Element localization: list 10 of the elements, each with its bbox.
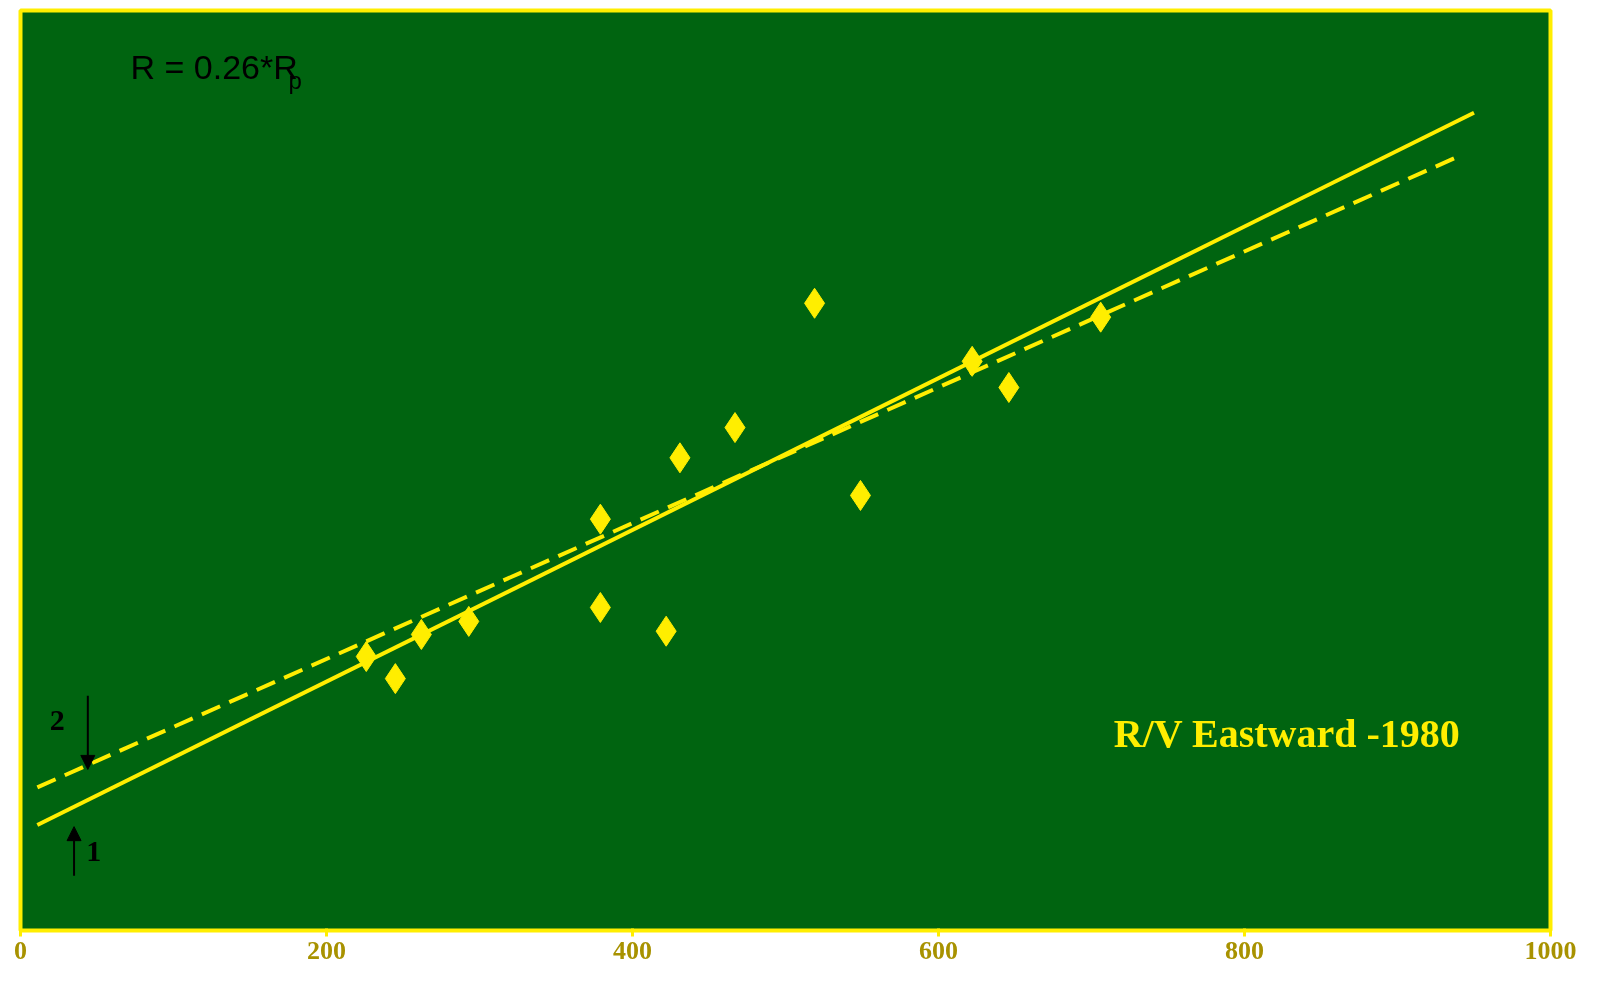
x-tick-label: 400	[613, 935, 652, 965]
x-tick-label: 800	[1225, 935, 1264, 965]
annotation: R/V Eastward -1980	[1113, 710, 1460, 756]
annotation: 2	[49, 702, 65, 736]
x-tick-label: 600	[919, 935, 958, 965]
x-tick-label: 200	[307, 935, 346, 965]
annotation: 1	[86, 833, 102, 867]
x-tick-label: 1000	[1524, 935, 1577, 965]
x-tick-label: 0	[14, 935, 27, 965]
point	[998, 372, 1020, 403]
